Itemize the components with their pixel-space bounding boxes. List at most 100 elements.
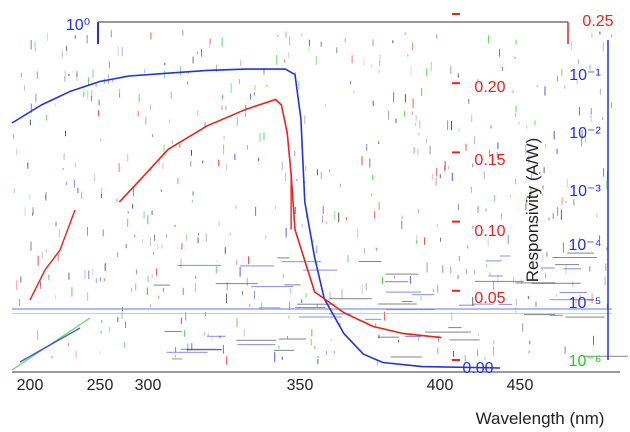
artifact-mark: [117, 252, 119, 257]
artifact-mark: [493, 281, 494, 291]
artifact-mark: [605, 263, 607, 271]
artifact-dash: [498, 303, 513, 305]
artifact-mark: [197, 233, 199, 236]
artifact-mark: [180, 317, 182, 324]
artifact-mark: [83, 87, 85, 96]
artifact-mark: [440, 237, 441, 242]
artifact-mark: [265, 235, 267, 240]
artifact-mark: [30, 103, 32, 113]
artifact-mark: [197, 110, 199, 117]
artifact-mark: [398, 339, 400, 343]
artifact-mark: [221, 37, 223, 48]
artifact-mark: [606, 247, 608, 251]
artifact-mark: [301, 299, 303, 303]
artifact-mark: [473, 136, 475, 145]
artifact-mark: [553, 131, 555, 140]
artifact-mark: [555, 294, 557, 297]
artifact-dash: [180, 348, 221, 350]
artifact-dash: [449, 339, 480, 341]
artifact-dash: [303, 269, 338, 271]
red-trace-left: [29, 209, 76, 301]
artifact-dash: [385, 291, 422, 293]
artifact-mark: [333, 351, 335, 354]
x-tick-label: 250: [87, 377, 114, 394]
artifact-dash: [298, 316, 342, 318]
artifact-mark: [494, 194, 496, 202]
artifact-mark: [311, 329, 313, 337]
artifact-mark: [150, 104, 151, 110]
artifact-mark: [477, 208, 479, 213]
artifact-mark: [127, 153, 129, 162]
log-axis-tick-label: 10⁻³: [569, 183, 601, 200]
artifact-mark: [314, 345, 316, 349]
artifact-mark: [258, 157, 259, 162]
artifact-mark: [344, 38, 346, 43]
artifact-mark: [146, 287, 148, 295]
artifact-mark: [579, 107, 580, 116]
artifact-mark: [151, 274, 153, 279]
artifact-mark: [417, 209, 419, 214]
artifact-mark: [457, 73, 459, 78]
series-layer: [11, 68, 501, 369]
artifact-mark: [515, 113, 516, 118]
artifact-mark: [548, 217, 550, 221]
artifact-mark: [591, 32, 593, 38]
artifact-mark: [510, 195, 512, 199]
artifact-mark: [599, 235, 601, 240]
artifact-mark: [236, 116, 238, 126]
artifact-mark: [507, 234, 509, 244]
artifact-mark: [240, 59, 242, 66]
artifact-dash: [377, 336, 399, 338]
artifact-mark: [110, 30, 112, 38]
artifact-dash: [563, 268, 582, 270]
artifact-mark: [347, 255, 349, 263]
artifact-mark: [158, 295, 160, 299]
artifact-mark: [209, 45, 211, 48]
artifact-mark: [99, 277, 101, 282]
artifact-mark: [144, 69, 146, 74]
artifact-mark: [223, 135, 225, 140]
artifact-mark: [418, 132, 420, 136]
artifact-mark: [581, 138, 582, 147]
artifact-mark: [351, 55, 353, 64]
artifact-mark: [451, 311, 453, 321]
artifact-mark: [322, 215, 324, 223]
artifact-mark: [246, 145, 248, 150]
artifact-mark: [131, 288, 132, 292]
artifact-mark: [603, 168, 605, 177]
x-axis-title: Wavelength (nm): [476, 409, 605, 428]
artifact-mark: [243, 329, 245, 337]
artifact-mark: [345, 217, 347, 221]
artifact-mark: [151, 210, 153, 216]
artifact-mark: [136, 269, 138, 275]
artifact-mark: [147, 275, 149, 283]
artifact-mark: [561, 197, 563, 206]
artifact-mark: [244, 112, 246, 117]
artifact-mark: [95, 278, 97, 283]
artifact-mark: [301, 224, 303, 227]
artifact-mark: [180, 258, 182, 268]
artifact-mark: [99, 350, 101, 354]
artifact-dash: [164, 331, 182, 332]
artifact-mark: [338, 212, 340, 223]
artifact-mark: [196, 51, 198, 55]
artifact-dash: [296, 303, 335, 305]
artifact-mark: [47, 32, 48, 42]
artifact-mark: [436, 168, 438, 177]
artifact-mark: [334, 211, 336, 221]
artifact-dash: [281, 261, 321, 263]
artifact-mark: [378, 141, 380, 144]
artifact-mark: [147, 215, 149, 225]
artifact-mark: [467, 245, 469, 249]
artifact-mark: [585, 137, 587, 143]
artifact-mark: [282, 273, 284, 279]
artifact-mark: [599, 31, 601, 35]
artifact-mark: [528, 155, 530, 164]
artifact-dash: [549, 299, 595, 301]
artifact-mark: [417, 148, 419, 156]
artifact-mark: [169, 119, 170, 124]
artifact-mark: [336, 47, 338, 54]
artifact-mark: [83, 92, 85, 98]
artifact-mark: [412, 98, 414, 109]
artifact-mark: [407, 54, 409, 57]
